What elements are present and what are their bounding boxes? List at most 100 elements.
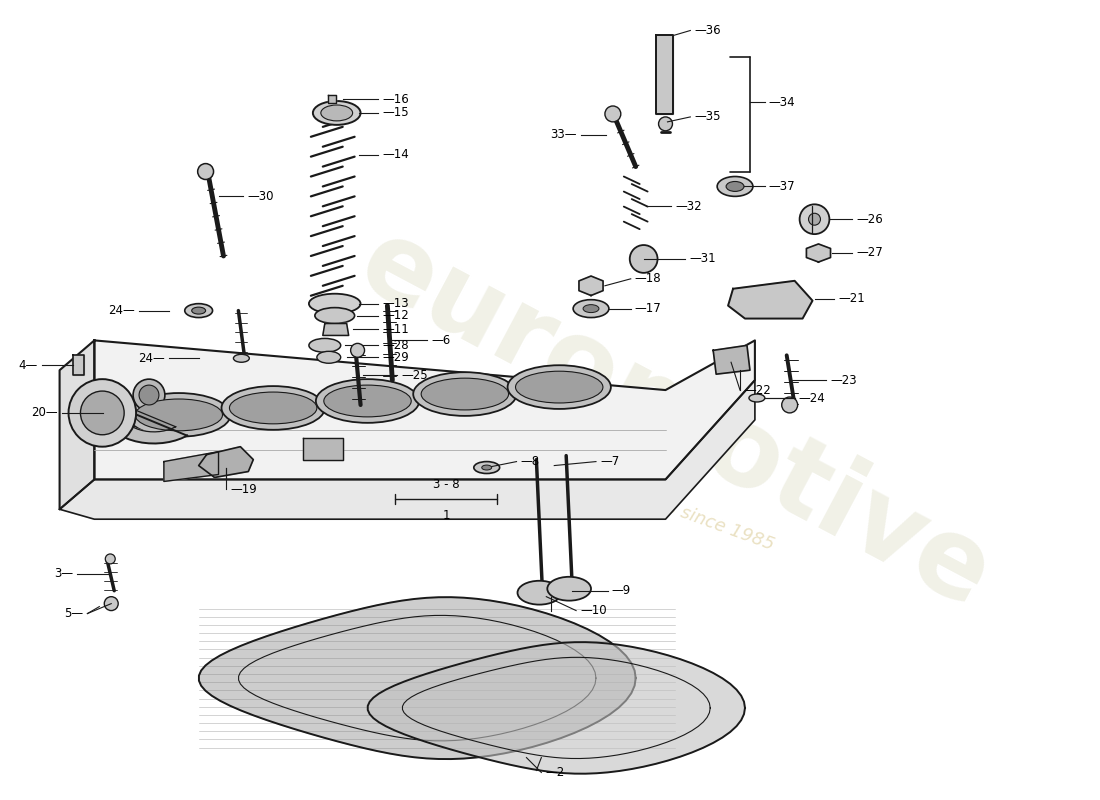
Text: —31: —31 [690, 253, 716, 266]
Polygon shape [656, 35, 673, 114]
Ellipse shape [128, 393, 230, 437]
Circle shape [198, 163, 213, 179]
Text: 24—: 24— [139, 352, 165, 365]
Ellipse shape [230, 392, 317, 424]
Polygon shape [59, 380, 755, 519]
Ellipse shape [316, 379, 419, 423]
Text: —23: —23 [830, 374, 857, 386]
Circle shape [68, 379, 136, 446]
Ellipse shape [421, 378, 508, 410]
Text: —10: —10 [580, 604, 607, 617]
Text: 3—: 3— [54, 567, 74, 580]
Text: —22: —22 [744, 383, 771, 397]
Circle shape [629, 245, 658, 273]
Circle shape [351, 343, 364, 358]
Text: —35: —35 [694, 110, 720, 123]
Polygon shape [302, 438, 343, 459]
Polygon shape [322, 323, 349, 335]
Polygon shape [95, 341, 755, 479]
Ellipse shape [191, 307, 206, 314]
Text: 33—: 33— [551, 128, 578, 142]
Polygon shape [73, 355, 85, 375]
Ellipse shape [583, 305, 600, 313]
Text: euromotive: euromotive [342, 209, 1009, 630]
Circle shape [139, 385, 158, 405]
Polygon shape [164, 452, 219, 482]
Polygon shape [728, 281, 813, 318]
Text: —12: —12 [383, 309, 409, 322]
Text: —16: —16 [383, 93, 409, 106]
Ellipse shape [221, 386, 324, 430]
Polygon shape [713, 346, 750, 374]
Ellipse shape [309, 294, 361, 314]
Ellipse shape [185, 304, 212, 318]
Polygon shape [102, 402, 187, 443]
Text: 20—: 20— [31, 406, 57, 419]
Text: —37: —37 [769, 180, 795, 193]
Text: —8: —8 [520, 455, 540, 468]
Text: —15: —15 [383, 106, 409, 119]
Ellipse shape [321, 105, 353, 121]
Text: —17: —17 [635, 302, 661, 315]
Ellipse shape [516, 371, 603, 403]
Text: —18: —18 [635, 272, 661, 286]
Ellipse shape [414, 372, 517, 416]
Circle shape [605, 106, 620, 122]
Ellipse shape [315, 308, 354, 323]
Ellipse shape [317, 351, 341, 363]
Text: —32: —32 [675, 200, 702, 213]
Polygon shape [328, 95, 336, 103]
Text: —29: —29 [383, 350, 409, 364]
Circle shape [133, 379, 165, 411]
Text: —19: —19 [230, 483, 257, 496]
Polygon shape [199, 597, 636, 759]
Ellipse shape [507, 366, 610, 409]
Ellipse shape [517, 581, 561, 605]
Text: —14: —14 [383, 148, 409, 161]
Polygon shape [806, 244, 830, 262]
Polygon shape [579, 276, 603, 295]
Text: —6: —6 [431, 334, 450, 347]
Polygon shape [199, 446, 253, 478]
Text: —13: —13 [383, 297, 409, 310]
Polygon shape [367, 642, 745, 774]
Circle shape [782, 397, 797, 413]
Text: 3 - 8: 3 - 8 [432, 478, 460, 491]
Ellipse shape [312, 101, 361, 125]
Text: a passion for parts since 1985: a passion for parts since 1985 [515, 444, 777, 554]
Circle shape [104, 597, 118, 610]
Circle shape [808, 214, 821, 225]
Text: 4—: 4— [19, 358, 37, 372]
Text: —24: —24 [799, 391, 825, 405]
Circle shape [800, 204, 829, 234]
Text: —25: —25 [402, 369, 428, 382]
Text: 1: 1 [442, 510, 450, 522]
Text: 24—: 24— [108, 304, 135, 317]
Circle shape [106, 554, 116, 564]
Text: —2: —2 [546, 766, 564, 779]
Text: —21: —21 [838, 292, 865, 305]
Circle shape [659, 117, 672, 131]
Text: —7: —7 [600, 455, 619, 468]
Ellipse shape [726, 182, 744, 191]
Ellipse shape [474, 462, 499, 474]
Text: —11: —11 [383, 323, 409, 336]
Ellipse shape [749, 394, 764, 402]
Ellipse shape [135, 399, 222, 430]
Text: —34: —34 [769, 95, 795, 109]
Ellipse shape [482, 465, 492, 470]
Ellipse shape [233, 354, 250, 362]
Text: —27: —27 [856, 246, 883, 259]
Ellipse shape [548, 577, 591, 601]
Ellipse shape [323, 385, 411, 417]
Polygon shape [59, 341, 95, 510]
Text: —28: —28 [383, 339, 409, 352]
Text: 5—: 5— [64, 607, 84, 620]
Text: —26: —26 [856, 213, 883, 226]
Ellipse shape [309, 338, 341, 352]
Ellipse shape [717, 177, 752, 196]
Circle shape [80, 391, 124, 434]
Text: —36: —36 [694, 24, 720, 37]
Text: —30: —30 [248, 190, 274, 203]
Ellipse shape [573, 300, 609, 318]
